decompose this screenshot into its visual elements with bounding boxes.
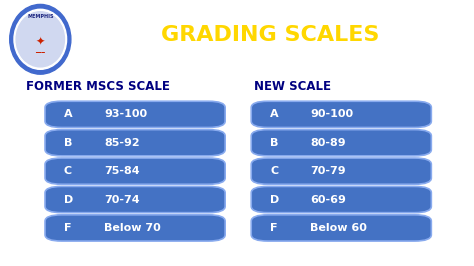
Circle shape	[8, 2, 73, 77]
Text: MEMPHIS: MEMPHIS	[27, 14, 54, 19]
Text: ━━━: ━━━	[36, 51, 45, 56]
Text: ✦: ✦	[36, 37, 45, 47]
FancyBboxPatch shape	[45, 215, 225, 241]
Text: B: B	[270, 138, 279, 148]
Text: 70-74: 70-74	[104, 194, 140, 205]
Text: Below 60: Below 60	[310, 223, 367, 233]
Text: 93-100: 93-100	[104, 109, 147, 119]
FancyBboxPatch shape	[251, 101, 431, 127]
Text: 90-100: 90-100	[310, 109, 354, 119]
FancyBboxPatch shape	[45, 101, 225, 127]
FancyBboxPatch shape	[45, 130, 225, 156]
FancyBboxPatch shape	[251, 130, 431, 156]
FancyBboxPatch shape	[251, 186, 431, 213]
Text: 60-69: 60-69	[310, 194, 346, 205]
Circle shape	[16, 12, 64, 67]
Text: GRADING SCALES: GRADING SCALES	[161, 25, 379, 45]
Text: FORMER MSCS SCALE: FORMER MSCS SCALE	[26, 80, 170, 93]
Circle shape	[14, 9, 66, 69]
Text: F: F	[270, 223, 278, 233]
FancyBboxPatch shape	[251, 215, 431, 241]
Text: A: A	[270, 109, 279, 119]
FancyBboxPatch shape	[45, 186, 225, 213]
Text: A: A	[64, 109, 73, 119]
Text: 70-79: 70-79	[310, 166, 346, 176]
Text: 75-84: 75-84	[104, 166, 140, 176]
Text: 80-89: 80-89	[310, 138, 346, 148]
FancyBboxPatch shape	[45, 158, 225, 184]
Text: 85-92: 85-92	[104, 138, 140, 148]
Text: Below 70: Below 70	[104, 223, 161, 233]
Text: C: C	[270, 166, 278, 176]
Text: D: D	[270, 194, 280, 205]
Text: B: B	[64, 138, 73, 148]
Circle shape	[10, 5, 71, 74]
Text: F: F	[64, 223, 72, 233]
Text: NEW SCALE: NEW SCALE	[254, 80, 330, 93]
Text: D: D	[64, 194, 73, 205]
Text: C: C	[64, 166, 72, 176]
FancyBboxPatch shape	[251, 158, 431, 184]
